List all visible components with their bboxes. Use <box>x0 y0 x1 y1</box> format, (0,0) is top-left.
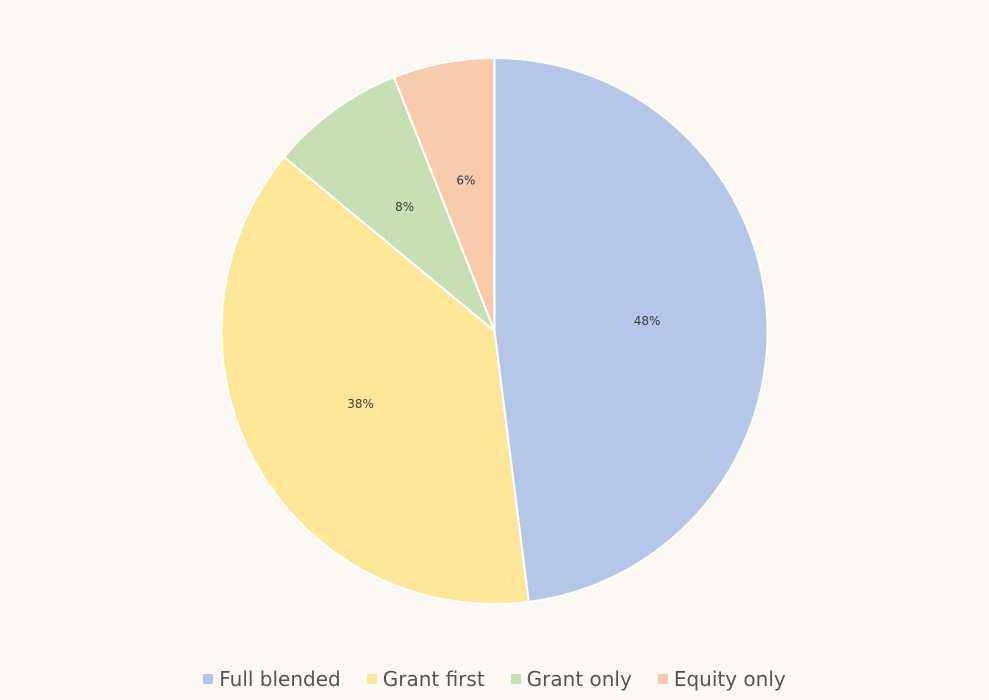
pie-labels: 48% 38% 8% 6% <box>347 173 660 411</box>
legend-item-grant-first: Grant first <box>366 667 485 691</box>
slice-label-grant-only: 8% <box>395 200 414 214</box>
legend-item-equity-only: Equity only <box>657 667 786 691</box>
pie-slice-full-blended <box>493 56 769 603</box>
slice-label-grant-first: 38% <box>347 397 374 411</box>
legend-item-full-blended: Full blended <box>203 667 341 691</box>
legend-label-equity-only: Equity only <box>673 667 786 691</box>
pie-slice-equity-only <box>392 56 496 332</box>
slice-label-full-blended: 48% <box>634 314 661 328</box>
legend-swatch-grant-first <box>366 674 377 684</box>
legend: Full blended Grant first Grant only Equi… <box>0 667 989 691</box>
pie-slices <box>220 56 769 605</box>
legend-label-full-blended: Full blended <box>219 667 341 691</box>
legend-swatch-equity-only <box>657 674 668 684</box>
slice-label-equity-only: 6% <box>456 173 475 187</box>
legend-swatch-full-blended <box>203 674 214 684</box>
legend-swatch-grant-only <box>510 674 521 684</box>
legend-label-grant-only: Grant only <box>526 667 632 691</box>
legend-label-grant-first: Grant first <box>382 667 485 691</box>
legend-item-grant-only: Grant only <box>510 667 632 691</box>
pie-slice-grant-first <box>220 155 530 605</box>
pie-slice-grant-only <box>282 75 496 332</box>
